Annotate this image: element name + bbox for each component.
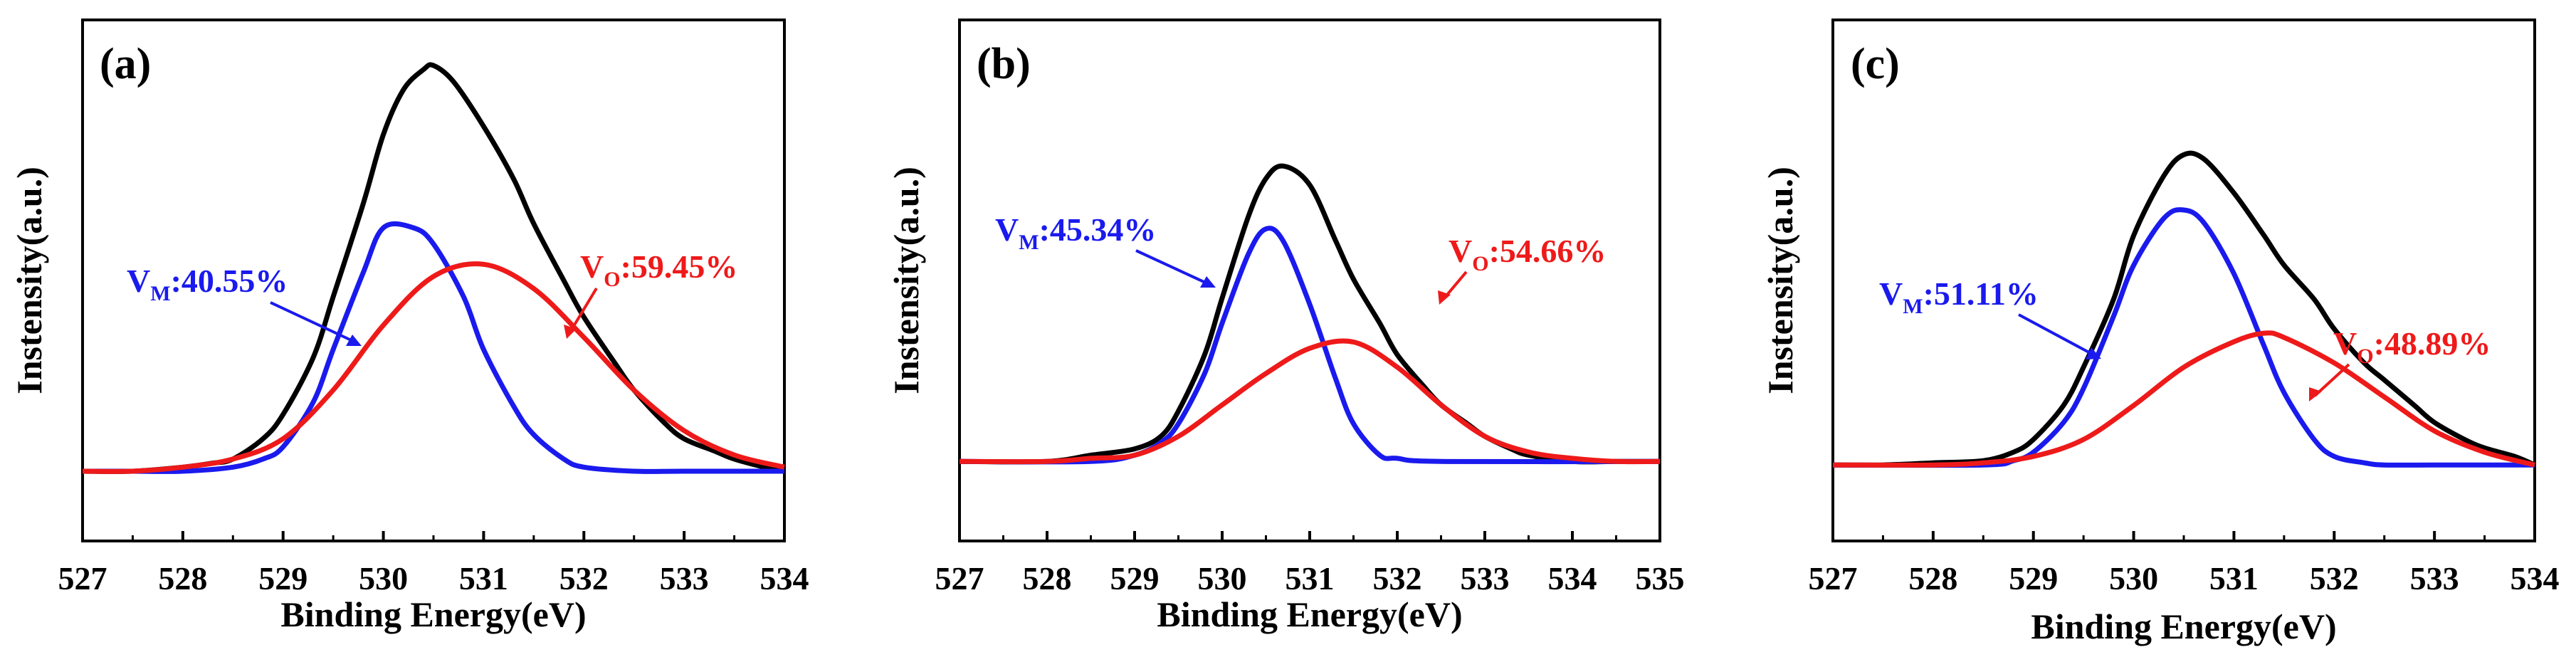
x-tick-label: 530 bbox=[359, 560, 408, 596]
panel-a-vo-prefix: V bbox=[580, 248, 604, 285]
panel-b-ticks: 527 528 529 530 531 532 533 534 535 bbox=[935, 531, 1685, 596]
panel-b-vo-annotation: VO:54.66% bbox=[1449, 233, 1606, 275]
x-tick-label: 527 bbox=[58, 560, 107, 596]
panel-c-vo-value: :48.89% bbox=[2374, 325, 2491, 362]
panel-a-vo-arrowhead bbox=[564, 325, 577, 339]
panel-c-vo-arrow bbox=[2313, 363, 2350, 397]
panel-b-vm-annotation: VM:45.34% bbox=[995, 211, 1156, 254]
x-tick-label: 534 bbox=[760, 560, 809, 596]
panel-a-vm-arrowhead bbox=[346, 335, 362, 346]
x-tick-label: 528 bbox=[1908, 560, 1957, 596]
panel-c-vo-prefix: V bbox=[2333, 325, 2357, 362]
panel-b-vo-arrowhead bbox=[1438, 290, 1451, 305]
panel-b-ylabel: Instensity(a.u.) bbox=[886, 167, 926, 394]
x-tick-label: 529 bbox=[258, 560, 307, 596]
panel-b-vo-prefix: V bbox=[1449, 233, 1472, 269]
panel-a-vm-sub: M bbox=[150, 282, 170, 305]
panel-c: (c) 527 528 529 530 531 532 533 534 Binding Ene… bbox=[1760, 19, 2560, 646]
panel-a-ylabel: Instensity(a.u.) bbox=[9, 167, 49, 394]
series-v-o-line bbox=[82, 261, 785, 474]
series-v-m-line bbox=[83, 221, 784, 474]
panel-b-vo-sub: O bbox=[1472, 252, 1488, 275]
series-v-o-line bbox=[959, 338, 1661, 465]
panel-b-vo-value: :54.66% bbox=[1489, 233, 1607, 269]
panel-a-label: (a) bbox=[100, 40, 151, 88]
panel-a-vm-value: :40.55% bbox=[171, 263, 288, 299]
panel-a: (a) 527 528 529 530 531 532 533 534 Binding Ene… bbox=[9, 19, 809, 634]
panel-c-xlabel: Binding Energy(eV) bbox=[2031, 606, 2336, 646]
panel-c-vm-arrow bbox=[2018, 313, 2096, 357]
x-tick-label: 527 bbox=[1809, 560, 1858, 596]
panel-c-series bbox=[1832, 150, 2536, 468]
series-v-m-line bbox=[1832, 207, 2535, 468]
x-tick-label: 529 bbox=[1110, 560, 1160, 596]
panel-c-vm-annotation: VM:51.11% bbox=[1879, 275, 2039, 318]
panel-b-label: (b) bbox=[977, 40, 1031, 88]
panel-c-ticks: 527 528 529 530 531 532 533 534 bbox=[1809, 531, 2560, 596]
panel-b-vm-arrowhead bbox=[1200, 276, 1216, 288]
series-total-line bbox=[959, 163, 1660, 465]
panel-b-series bbox=[959, 163, 1661, 465]
x-tick-label: 533 bbox=[1461, 560, 1510, 596]
series-v-o-line bbox=[1832, 330, 2535, 468]
panel-b-vm-value: :45.34% bbox=[1039, 211, 1157, 248]
panel-a-ticks: 527 528 529 530 531 532 533 534 bbox=[58, 531, 809, 596]
panel-a-xlabel: Binding Energy(eV) bbox=[280, 594, 586, 634]
x-tick-label: 527 bbox=[935, 560, 984, 596]
x-tick-label: 534 bbox=[1548, 560, 1597, 596]
panel-a-series bbox=[82, 62, 785, 474]
panel-c-vm-prefix: V bbox=[1879, 275, 1903, 312]
panel-a-vo-arrow bbox=[568, 287, 598, 335]
panel-a-vo-sub: O bbox=[604, 268, 620, 291]
x-tick-label: 532 bbox=[2310, 560, 2359, 596]
x-tick-label: 530 bbox=[1198, 560, 1247, 596]
x-tick-label: 532 bbox=[559, 560, 609, 596]
panel-a-vm-prefix: V bbox=[127, 263, 150, 299]
x-tick-label: 531 bbox=[1286, 560, 1335, 596]
x-tick-label: 533 bbox=[660, 560, 709, 596]
panel-c-vm-sub: M bbox=[1903, 295, 1923, 318]
series-total-line bbox=[1832, 150, 2536, 468]
panel-c-ylabel: Instensity(a.u.) bbox=[1760, 167, 1800, 394]
panel-c-label: (c) bbox=[1851, 40, 1900, 88]
x-tick-label: 529 bbox=[2009, 560, 2058, 596]
panel-b-vm-prefix: V bbox=[995, 211, 1019, 248]
panel-b: (b) 527 528 529 530 531 532 533 534 535 Binding … bbox=[886, 19, 1685, 634]
panel-c-vo-arrowhead bbox=[2309, 387, 2322, 401]
x-tick-label: 534 bbox=[2511, 560, 2560, 596]
panel-a-vm-annotation: VM:40.55% bbox=[127, 263, 288, 305]
panel-b-vm-sub: M bbox=[1019, 231, 1039, 254]
panel-c-vo-sub: O bbox=[2357, 345, 2373, 368]
panel-c-vm-arrowhead bbox=[2086, 347, 2101, 359]
panel-a-vo-value: :59.45% bbox=[621, 248, 738, 285]
panel-c-vo-annotation: VO:48.89% bbox=[2333, 325, 2491, 368]
x-tick-label: 530 bbox=[2109, 560, 2158, 596]
x-tick-label: 532 bbox=[1373, 560, 1422, 596]
panel-b-xlabel: Binding Energy(eV) bbox=[1157, 594, 1462, 634]
x-tick-label: 535 bbox=[1636, 560, 1685, 596]
x-tick-label: 531 bbox=[2209, 560, 2259, 596]
x-tick-label: 528 bbox=[1023, 560, 1072, 596]
x-tick-label: 531 bbox=[459, 560, 508, 596]
x-tick-label: 528 bbox=[158, 560, 207, 596]
panel-b-vm-arrow bbox=[1135, 249, 1211, 286]
panel-a-vo-annotation: VO:59.45% bbox=[580, 248, 737, 291]
panel-c-vm-value: :51.11% bbox=[1923, 275, 2039, 312]
panel-a-vm-arrow bbox=[270, 301, 358, 345]
series-total-line bbox=[82, 62, 785, 474]
x-tick-label: 533 bbox=[2410, 560, 2459, 596]
